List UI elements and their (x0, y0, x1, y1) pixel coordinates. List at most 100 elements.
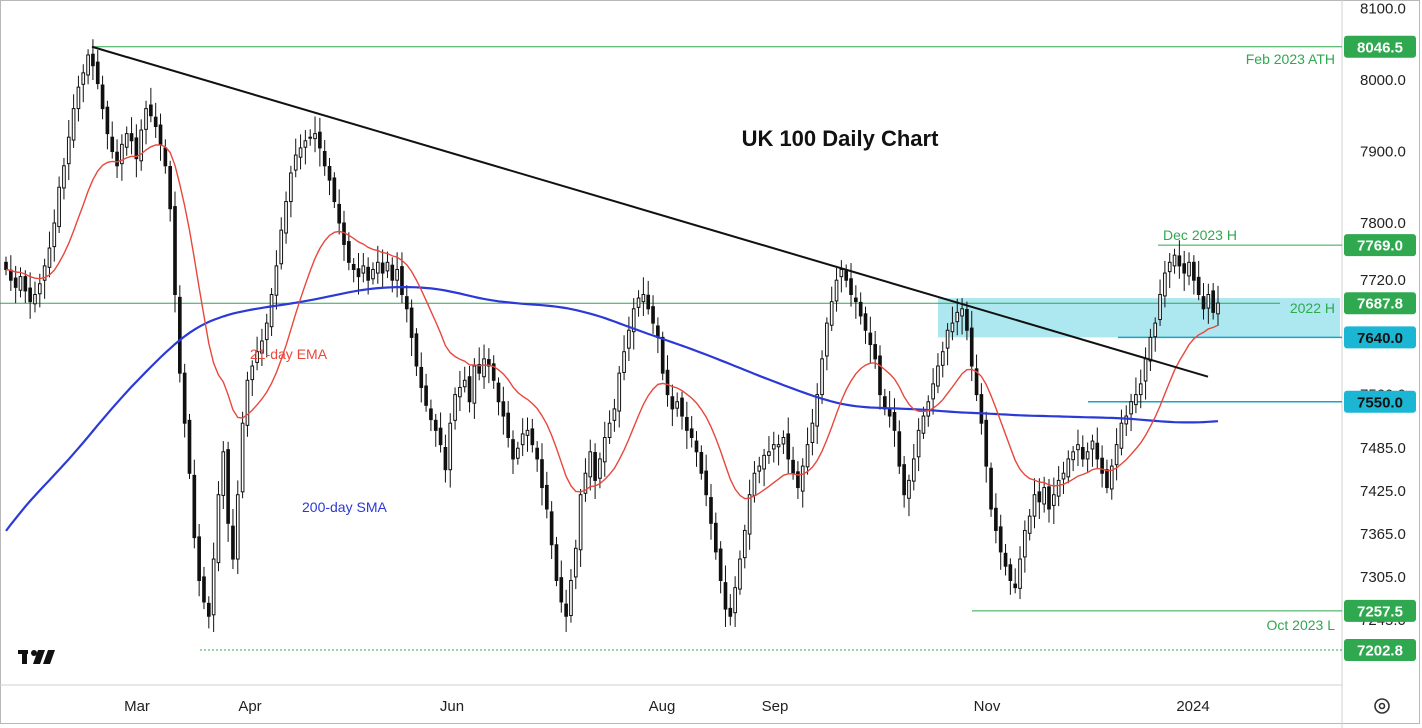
candle-body (163, 147, 168, 167)
candle-body (332, 177, 337, 203)
candle-body (482, 358, 486, 378)
price-label-box (1344, 599, 1416, 622)
candle-body (540, 459, 544, 489)
candle-body (1158, 294, 1162, 321)
candle-body (1037, 491, 1042, 503)
candle-body (206, 602, 211, 617)
candle-body (771, 444, 776, 450)
candle-body (506, 412, 511, 439)
candle-body (1095, 442, 1100, 460)
x-tick-label: Nov (974, 698, 1001, 715)
price-label-box (1344, 326, 1416, 349)
candle-body (327, 166, 332, 181)
price-label-text: 7640.0 (1357, 330, 1403, 347)
candle-body (530, 428, 535, 446)
candle-body (110, 136, 115, 152)
annotation-sma: 200-day SMA (302, 499, 387, 515)
y-tick-label: 7425.0 (1360, 483, 1406, 500)
settings-icon[interactable] (1374, 698, 1390, 714)
candle-body (308, 136, 313, 139)
candle-body (496, 382, 501, 403)
candle-body (1023, 529, 1027, 558)
candle-body (458, 386, 462, 398)
candle-body (559, 577, 564, 603)
candle-body (158, 124, 163, 145)
candle-body (1148, 336, 1153, 362)
candle-body (144, 108, 148, 130)
candle-body (279, 229, 284, 265)
candle-body (149, 104, 153, 117)
candle-body (129, 133, 134, 142)
candle-body (1114, 444, 1119, 466)
candle-body (776, 444, 781, 448)
candle-body (747, 494, 752, 535)
price-label-text: 7257.5 (1357, 603, 1403, 620)
candle-body (13, 277, 18, 288)
candle-body (651, 306, 655, 324)
candle-body (226, 449, 230, 524)
candle-body (37, 283, 42, 295)
candle-body (897, 431, 902, 467)
candle-body (1105, 469, 1109, 489)
candle-body (322, 151, 327, 167)
candle-body (588, 451, 593, 478)
candle-body (631, 308, 636, 333)
candle-body (1124, 415, 1129, 425)
candle-body (1201, 296, 1206, 310)
candle-body (221, 451, 226, 496)
candle-body (723, 582, 728, 610)
candle-body (95, 61, 100, 85)
candle-body (71, 108, 76, 141)
candle-body (892, 411, 897, 431)
candle-body (4, 261, 8, 270)
price-label-text: 7202.8 (1357, 642, 1403, 659)
candle-body (47, 247, 52, 268)
candle-body (400, 266, 404, 295)
candle-body (728, 607, 733, 617)
candle-body (42, 265, 47, 281)
y-tick-label: 7720.0 (1360, 272, 1406, 289)
candle-body (569, 580, 573, 617)
price-label-box (1344, 390, 1416, 413)
candle-body (57, 186, 61, 228)
candle-body (250, 365, 255, 381)
candle-body (375, 261, 380, 274)
candle-body (81, 72, 86, 85)
candle-body (124, 133, 129, 148)
annotation-2022-high: 2022 H (1290, 300, 1335, 316)
annotation-dec-high: Dec 2023 H (1163, 227, 1237, 243)
candle-body (351, 263, 356, 270)
level-lines (0, 46, 1342, 651)
candle-body (1192, 261, 1196, 281)
candle-body (516, 447, 520, 459)
sma-200-line (5, 286, 1219, 532)
candle-body (409, 307, 414, 338)
y-tick-label: 7305.0 (1360, 569, 1406, 586)
candle-body (491, 363, 496, 381)
candle-body (390, 264, 395, 281)
candle-body (554, 544, 559, 581)
x-tick-labels: Mar Apr Jun Aug Sep Nov 2024 (124, 698, 1210, 715)
candle-body (211, 558, 216, 616)
candle-body (1206, 294, 1211, 309)
candle-body (602, 437, 607, 463)
candle-body (849, 278, 853, 295)
price-label-text: 8046.5 (1357, 39, 1403, 56)
candle-body (62, 165, 66, 189)
candle-body (762, 454, 766, 470)
chart-title: UK 100 Daily Chart (742, 126, 940, 151)
candle-body (781, 437, 786, 445)
candle-body (298, 147, 303, 158)
candle-body (1061, 472, 1066, 480)
candle-body (636, 297, 641, 308)
candle-body (318, 131, 322, 149)
candle-body (1143, 358, 1148, 382)
candle-body (86, 54, 90, 76)
candle-body (66, 136, 71, 165)
candle-body (395, 268, 399, 281)
candle-body (168, 166, 173, 210)
candle-body (960, 308, 964, 317)
candle-body (825, 322, 829, 357)
candle-body (921, 415, 926, 434)
